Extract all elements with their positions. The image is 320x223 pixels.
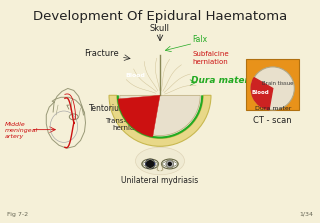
Text: Tentorium: Tentorium: [89, 103, 128, 113]
Text: Fig 7-2: Fig 7-2: [7, 212, 28, 217]
Circle shape: [251, 67, 294, 110]
FancyBboxPatch shape: [246, 59, 299, 110]
Text: Dura mater: Dura mater: [191, 76, 249, 85]
Wedge shape: [118, 95, 160, 137]
Wedge shape: [251, 78, 273, 110]
Text: Fracture: Fracture: [84, 49, 119, 58]
Text: Unilateral mydriasis: Unilateral mydriasis: [121, 176, 199, 185]
Text: Trans-tentorial
herniation: Trans-tentorial herniation: [105, 118, 156, 131]
Text: Development Of Epidural Haematoma: Development Of Epidural Haematoma: [33, 10, 287, 23]
Ellipse shape: [135, 147, 185, 175]
Text: Skull: Skull: [150, 24, 170, 33]
Text: 1/34: 1/34: [299, 212, 313, 217]
Text: Dura mater: Dura mater: [255, 105, 291, 111]
Text: Blood: Blood: [251, 90, 269, 95]
Wedge shape: [120, 95, 200, 136]
Wedge shape: [109, 95, 211, 146]
Circle shape: [168, 163, 171, 165]
Circle shape: [147, 161, 154, 167]
Text: Blood: Blood: [125, 73, 145, 78]
Ellipse shape: [162, 159, 178, 169]
Ellipse shape: [142, 159, 158, 169]
Text: CT - scan: CT - scan: [253, 116, 292, 125]
Text: Subfalcine
herniation: Subfalcine herniation: [192, 51, 229, 65]
Circle shape: [145, 159, 155, 169]
Circle shape: [166, 160, 174, 168]
Text: Brain tissue: Brain tissue: [262, 81, 293, 86]
Text: Falx: Falx: [192, 35, 207, 44]
Text: Middle
meningeal
artery: Middle meningeal artery: [5, 122, 38, 139]
